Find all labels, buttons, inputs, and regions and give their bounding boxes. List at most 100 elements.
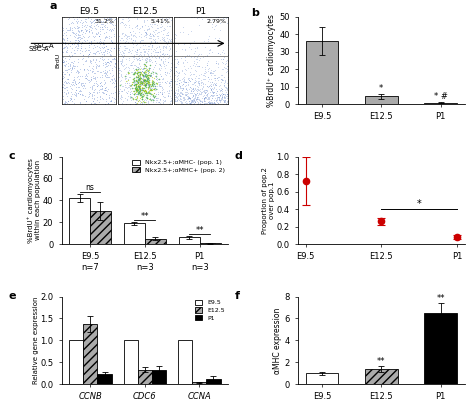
Point (62, 90, 70, 97)
Point (149, 65, 157, 72)
Point (104, 85, 111, 92)
Point (132, 93, 140, 100)
Point (141, 87, 148, 94)
Point (66, 24, 74, 30)
Point (141, 73, 149, 79)
Point (91, 86, 99, 93)
Point (118, 52, 126, 58)
Point (138, 79, 146, 86)
Point (150, 33, 158, 40)
Point (146, 87, 154, 94)
Point (177, 79, 184, 85)
Point (94, 63, 101, 69)
Point (85, 94, 92, 100)
Point (107, 58, 114, 65)
Point (71, 63, 78, 69)
Point (155, 82, 163, 89)
Point (84, 67, 91, 74)
Point (153, 33, 160, 40)
Point (151, 75, 158, 81)
Point (73, 69, 80, 76)
Point (161, 71, 168, 77)
Point (60, 36, 67, 43)
Point (116, 47, 123, 54)
Point (144, 85, 152, 92)
Point (109, 26, 116, 33)
Point (171, 90, 178, 97)
Point (156, 96, 164, 103)
Point (132, 81, 139, 87)
Point (151, 47, 159, 53)
Point (144, 88, 152, 95)
Point (205, 90, 212, 97)
Point (122, 64, 130, 71)
Point (112, 80, 119, 87)
Point (221, 78, 229, 84)
Point (83, 37, 91, 43)
Point (108, 14, 115, 21)
Point (221, 92, 228, 98)
Point (125, 70, 132, 76)
Point (217, 56, 225, 62)
Point (172, 68, 180, 74)
Point (83, 66, 91, 72)
Point (154, 74, 161, 81)
Point (103, 15, 110, 21)
Point (198, 64, 206, 70)
Point (195, 57, 203, 64)
Point (96, 38, 104, 45)
Point (130, 75, 138, 82)
Point (102, 33, 109, 40)
Point (95, 81, 102, 88)
Point (146, 83, 153, 90)
Point (165, 79, 173, 86)
Point (143, 54, 151, 61)
Point (74, 59, 82, 66)
Point (63, 93, 71, 99)
Point (201, 100, 208, 107)
Point (191, 53, 199, 59)
Point (103, 15, 110, 22)
Point (76, 33, 84, 40)
Point (167, 98, 175, 104)
Point (147, 83, 155, 90)
Point (159, 51, 166, 57)
Point (102, 64, 109, 70)
Point (111, 61, 119, 67)
Point (119, 54, 127, 61)
Point (179, 94, 186, 100)
Point (148, 59, 156, 65)
Point (140, 89, 148, 95)
Point (60, 14, 68, 21)
Point (181, 89, 189, 96)
Point (97, 21, 104, 27)
Point (108, 21, 116, 27)
Point (111, 59, 119, 66)
Point (69, 29, 76, 36)
Point (207, 86, 215, 93)
Point (136, 72, 143, 79)
Point (130, 79, 138, 85)
Point (70, 24, 78, 31)
Point (199, 80, 206, 87)
Point (185, 44, 192, 50)
Point (98, 85, 106, 92)
Point (132, 62, 139, 68)
Point (187, 101, 195, 107)
Point (137, 83, 144, 90)
Point (182, 88, 190, 95)
Point (137, 74, 144, 81)
Point (205, 74, 212, 81)
Point (176, 88, 184, 95)
Point (148, 90, 156, 97)
Point (213, 92, 221, 98)
Point (103, 34, 111, 41)
Point (146, 35, 153, 42)
Point (216, 92, 223, 99)
Point (131, 47, 138, 54)
Point (73, 91, 80, 98)
Point (146, 95, 154, 101)
Point (200, 76, 208, 83)
Point (195, 91, 203, 98)
Point (140, 74, 147, 80)
